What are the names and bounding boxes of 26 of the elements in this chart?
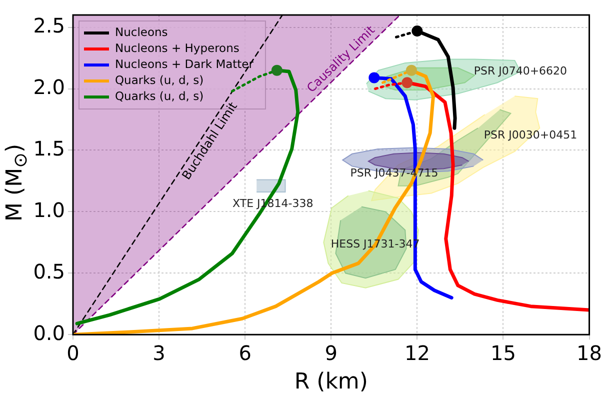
legend-label: Quarks (u, d, s) [115,88,204,103]
x-tick-label: 9 [324,340,338,365]
y-tick-label: 1.0 [33,198,65,222]
y-tick-label: 2.5 [33,13,65,38]
legend-label: Quarks (u, d, s) [115,72,204,87]
x-tick-label: 15 [490,340,516,365]
x-tick-label: 12 [404,340,430,365]
annotation: PSR J0740+6620 [474,64,568,78]
y-tick-label: 0.0 [33,320,65,345]
y-tick-label: 1.5 [33,136,65,160]
x-axis-title: R (km) [294,370,368,395]
x-tick-label: 6 [238,340,252,365]
y-tick-label: 0.5 [33,259,65,284]
legend-label: Nucleons + Dark Matter [115,56,254,71]
y-tick-label: 2.0 [33,74,65,99]
point [271,64,282,76]
point [368,72,380,84]
legend-label: Nucleons + Hyperons [115,40,240,55]
point [412,25,423,36]
legend-label: Nucleons [115,24,168,39]
x-tick-label: 0 [66,340,80,365]
point [406,64,417,76]
x-tick-label: 18 [576,340,602,365]
point [402,77,413,88]
annotation: PSR J0030+0451 [484,128,578,142]
x-tick-label: 3 [152,340,166,365]
